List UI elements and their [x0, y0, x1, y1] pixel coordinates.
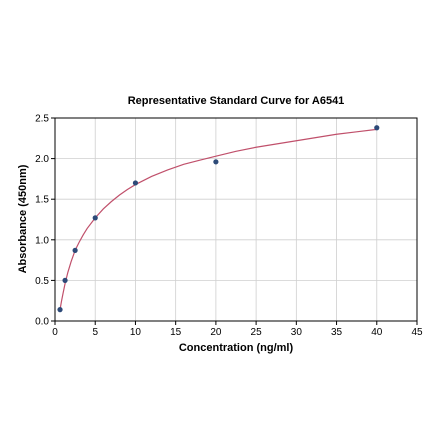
- chart-title: Representative Standard Curve for A6541: [128, 95, 345, 107]
- x-tick-label: 20: [210, 327, 222, 338]
- data-point: [132, 180, 139, 186]
- data-point: [92, 215, 98, 221]
- grid: [54, 117, 418, 322]
- data-points: [57, 125, 380, 313]
- y-tick-label: 1.0: [35, 235, 49, 246]
- data-point: [374, 125, 380, 131]
- x-tick-label: 0: [52, 327, 58, 338]
- y-axis-ticks: 0.0 0.5 1.0 1.5 2.0 2.5: [35, 114, 55, 328]
- axes: [54, 117, 418, 322]
- x-tick-label: 15: [170, 327, 182, 338]
- y-tick-label: 2.0: [35, 154, 49, 165]
- y-tick-label: 2.5: [35, 114, 49, 125]
- x-tick-label: 25: [251, 327, 263, 338]
- x-tick-label: 45: [411, 327, 423, 338]
- data-point: [72, 247, 78, 253]
- y-tick-label: 0.5: [35, 276, 49, 287]
- y-axis-label: Absorbance (450nm): [17, 164, 29, 273]
- fitted-curve: [59, 128, 377, 310]
- y-tick-label: 0.0: [35, 317, 49, 328]
- plot-frame: [54, 117, 418, 322]
- x-tick-label: 30: [291, 327, 303, 338]
- data-point: [62, 277, 68, 283]
- x-tick-label: 40: [371, 327, 383, 338]
- x-tick-label: 10: [130, 327, 142, 338]
- y-tick-label: 1.5: [35, 195, 49, 206]
- data-point: [57, 307, 63, 313]
- x-axis-ticks: 0 5 10 15 20 25 30 35 40 45: [52, 321, 423, 338]
- x-tick-label: 35: [331, 327, 343, 338]
- x-axis-label: Concentration (ng/ml): [179, 342, 294, 354]
- x-tick-label: 5: [92, 327, 98, 338]
- data-point: [213, 159, 219, 165]
